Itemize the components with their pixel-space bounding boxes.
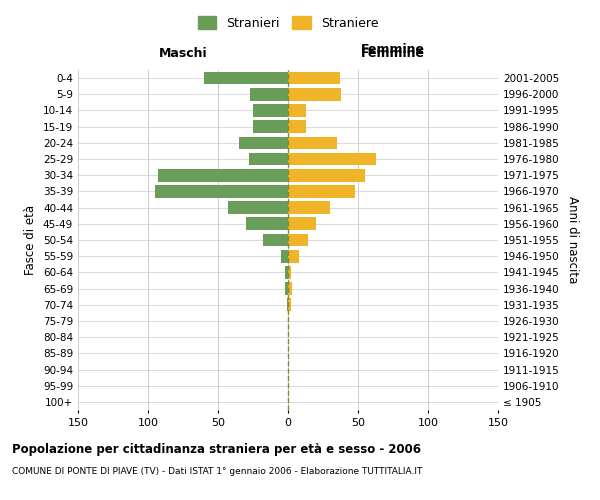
Bar — [158, 169, 288, 181]
Bar — [285, 266, 288, 278]
Text: Popolazione per cittadinanza straniera per età e sesso - 2006: Popolazione per cittadinanza straniera p… — [12, 442, 421, 456]
Y-axis label: Anni di nascita: Anni di nascita — [566, 196, 579, 284]
Bar — [246, 218, 288, 230]
Bar — [288, 250, 299, 262]
Bar — [287, 298, 288, 311]
Bar — [288, 218, 316, 230]
Bar — [204, 72, 288, 85]
Bar — [288, 120, 306, 133]
Bar — [239, 136, 288, 149]
Bar — [285, 282, 288, 295]
Bar — [288, 169, 365, 181]
Bar — [250, 88, 288, 101]
Bar — [288, 202, 330, 214]
Bar — [288, 282, 292, 295]
Bar — [253, 104, 288, 117]
Bar — [288, 234, 308, 246]
Text: COMUNE DI PONTE DI PIAVE (TV) - Dati ISTAT 1° gennaio 2006 - Elaborazione TUTTIT: COMUNE DI PONTE DI PIAVE (TV) - Dati IST… — [12, 468, 422, 476]
Legend: Stranieri, Straniere: Stranieri, Straniere — [193, 11, 383, 35]
Bar — [288, 185, 355, 198]
Bar — [288, 72, 340, 85]
Bar — [288, 136, 337, 149]
Bar — [253, 120, 288, 133]
Text: Femmine: Femmine — [361, 47, 425, 60]
Bar — [263, 234, 288, 246]
Bar — [288, 104, 306, 117]
Bar — [249, 152, 288, 166]
Y-axis label: Fasce di età: Fasce di età — [25, 205, 37, 275]
Bar — [281, 250, 288, 262]
Text: Maschi: Maschi — [158, 47, 208, 60]
Text: Femmine: Femmine — [361, 44, 425, 57]
Bar — [288, 298, 291, 311]
Bar — [228, 202, 288, 214]
Bar — [288, 88, 341, 101]
Bar — [288, 152, 376, 166]
Bar — [288, 266, 291, 278]
Bar — [155, 185, 288, 198]
